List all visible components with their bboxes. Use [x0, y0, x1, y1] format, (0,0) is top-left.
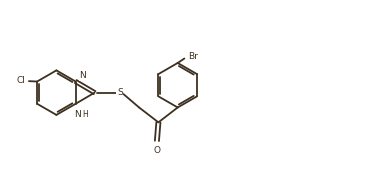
Text: O: O [154, 146, 160, 155]
Text: N: N [79, 71, 86, 80]
Text: H: H [82, 110, 88, 119]
Text: Br: Br [188, 52, 198, 61]
Text: N: N [74, 110, 81, 119]
Text: S: S [117, 88, 123, 97]
Text: Cl: Cl [16, 76, 25, 85]
